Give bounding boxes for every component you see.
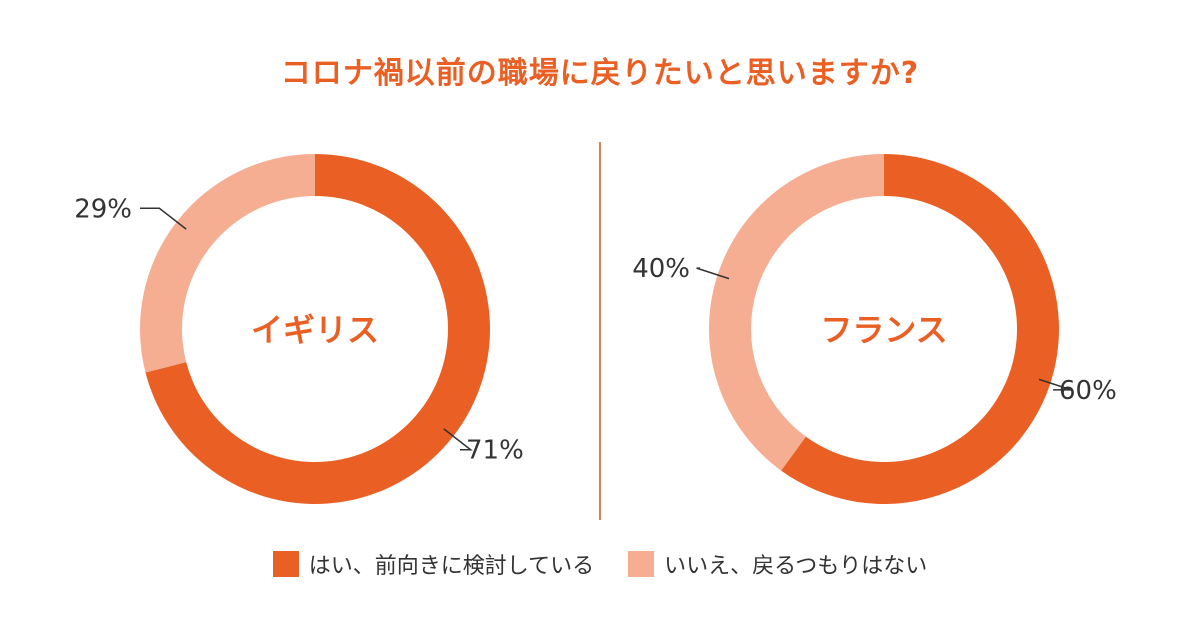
france-donut-leader-no	[696, 267, 730, 280]
uk-donut-slice-no	[140, 154, 315, 373]
uk-donut-value-label-yes: 71%	[466, 436, 524, 466]
donut-chart-france: 60% 40% フランス	[632, 154, 1117, 504]
chart-title: コロナ禍以前の職場に戻りたいと思いますか?	[280, 56, 920, 91]
uk-donut-leader-yes	[443, 428, 473, 451]
legend-swatch-no	[628, 551, 655, 577]
donut-chart-uk: 71% 29% イギリス	[74, 154, 524, 505]
legend-swatch-yes	[272, 551, 299, 577]
france-donut-slice-no	[709, 154, 884, 471]
france-donut-value-label-no: 40%	[632, 254, 690, 284]
france-donut-center-label: フランス	[820, 311, 947, 349]
uk-donut-center-label: イギリス	[251, 311, 379, 349]
legend: はい、前向きに検討している いいえ、戻るつもりはない	[0, 548, 1200, 580]
legend-label-yes: はい、前向きに検討している	[308, 554, 595, 579]
legend-item-yes: はい、前向きに検討している	[272, 548, 595, 580]
france-donut-slice-yes	[781, 154, 1059, 504]
legend-item-no: いいえ、戻るつもりはない	[628, 548, 927, 580]
france-donut-leader-yes	[1038, 378, 1072, 391]
uk-donut-leader-no	[140, 207, 187, 230]
legend-label-no: いいえ、戻るつもりはない	[664, 554, 928, 579]
france-donut-value-label-yes: 60%	[1059, 376, 1117, 406]
uk-donut-value-label-no: 29%	[74, 194, 132, 224]
